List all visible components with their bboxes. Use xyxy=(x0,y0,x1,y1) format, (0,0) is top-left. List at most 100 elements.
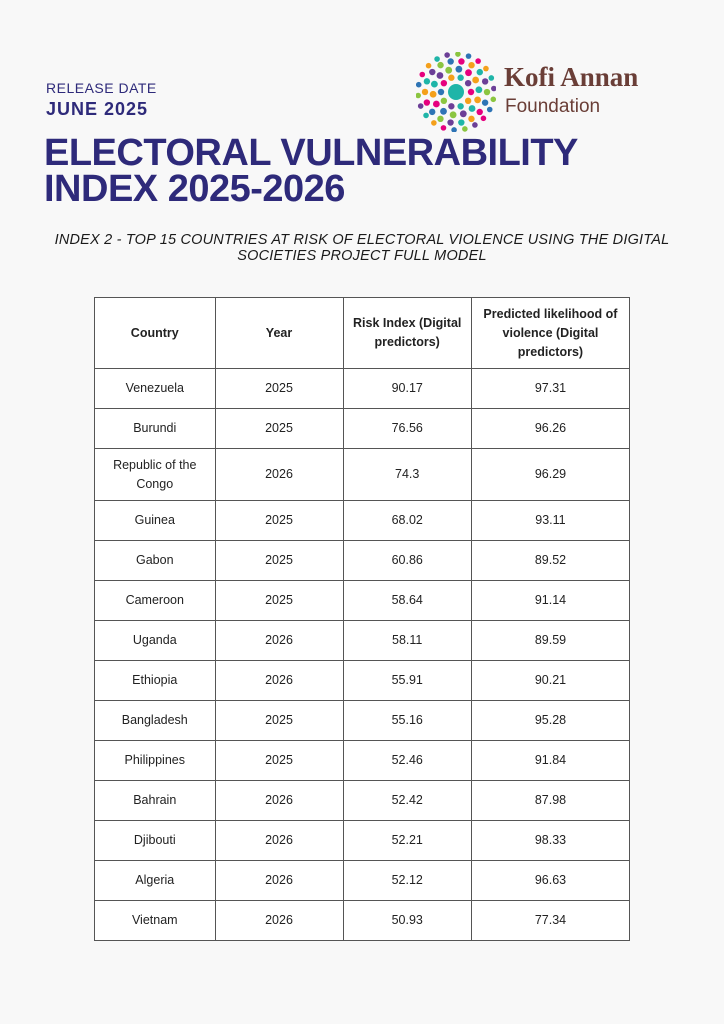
cell-risk-index: 58.11 xyxy=(342,620,472,661)
logo-dot xyxy=(457,103,464,110)
logo-dot xyxy=(449,111,457,119)
logo-dot xyxy=(458,119,465,126)
header-country: Country xyxy=(94,297,216,369)
cell-country: Bangladesh xyxy=(94,700,216,741)
logo-dot xyxy=(475,86,483,94)
logo-dot xyxy=(430,80,438,88)
logo-dot xyxy=(467,88,475,96)
title-line-2: INDEX 2025-2026 xyxy=(44,168,345,210)
cell-year: 2025 xyxy=(214,740,344,781)
logo-dot xyxy=(468,115,475,123)
logo-subtitle: Foundation xyxy=(505,96,601,117)
cell-year: 2026 xyxy=(214,900,344,941)
logo-dot xyxy=(437,61,444,69)
logo-dot xyxy=(448,74,455,81)
cell-risk-index: 52.12 xyxy=(342,860,472,901)
risk-table: Country Year Risk Index (Digital predict… xyxy=(94,297,631,941)
cell-year: 2026 xyxy=(214,780,344,821)
logo-dot xyxy=(488,75,495,81)
cell-country: Algeria xyxy=(94,860,216,901)
title-line-1: ELECTORAL VULNERABILITY xyxy=(44,132,578,174)
cell-likelihood: 90.21 xyxy=(470,660,631,701)
table-row: Gabon 2025 60.86 89.52 xyxy=(94,540,631,581)
cell-year: 2025 xyxy=(214,368,344,409)
cell-risk-index: 68.02 xyxy=(342,500,472,541)
cell-year: 2025 xyxy=(214,500,344,541)
table-row: Cameroon 2025 58.64 91.14 xyxy=(94,580,631,621)
logo-dot xyxy=(476,68,483,76)
logo-dot xyxy=(447,58,454,65)
table-row: Ethiopia 2026 55.91 90.21 xyxy=(94,660,631,701)
logo-dot xyxy=(459,110,467,118)
logo-dot xyxy=(416,92,421,99)
logo-dot xyxy=(476,108,483,116)
header-likelihood: Predicted likelihood of violence (Digita… xyxy=(470,297,631,369)
logo-dot xyxy=(429,68,436,76)
logo-dot xyxy=(486,106,493,113)
cell-likelihood: 89.59 xyxy=(470,620,631,661)
logo-dot xyxy=(423,99,431,106)
cell-year: 2025 xyxy=(214,540,344,581)
logo-dot xyxy=(472,76,480,84)
foundation-logo: Kofi Annan Foundation xyxy=(416,52,676,132)
cell-likelihood: 96.63 xyxy=(470,860,631,901)
logo-dot xyxy=(468,105,476,112)
cell-year: 2026 xyxy=(214,448,344,501)
cell-risk-index: 76.56 xyxy=(342,408,472,449)
header-risk-index: Risk Index (Digital predictors) xyxy=(342,297,472,369)
logo-dot xyxy=(440,125,447,131)
logo-dot xyxy=(437,115,444,123)
logo-dot xyxy=(444,52,450,58)
logo-dot xyxy=(474,96,482,104)
table-row: Vietnam 2026 50.93 77.34 xyxy=(94,900,631,941)
table-row: Bangladesh 2025 55.16 95.28 xyxy=(94,700,631,741)
cell-likelihood: 91.84 xyxy=(470,740,631,781)
cell-likelihood: 97.31 xyxy=(470,368,631,409)
cell-risk-index: 50.93 xyxy=(342,900,472,941)
cell-likelihood: 91.14 xyxy=(470,580,631,621)
logo-dot xyxy=(423,78,431,85)
cell-risk-index: 58.64 xyxy=(342,580,472,621)
cell-likelihood: 98.33 xyxy=(470,820,631,861)
cell-year: 2025 xyxy=(214,580,344,621)
logo-dot xyxy=(416,81,422,88)
table-row: Uganda 2026 58.11 89.59 xyxy=(94,620,631,661)
cell-risk-index: 90.17 xyxy=(342,368,472,409)
logo-dot xyxy=(491,85,496,92)
logo-dot xyxy=(423,112,429,119)
cell-country: Djibouti xyxy=(94,820,216,861)
cell-risk-index: 52.42 xyxy=(342,780,472,821)
logo-dot xyxy=(465,53,472,59)
cell-country: Bahrain xyxy=(94,780,216,821)
cell-likelihood: 96.26 xyxy=(470,408,631,449)
logo-dot xyxy=(462,126,468,132)
cell-country: Philippines xyxy=(94,740,216,781)
cell-country: Burundi xyxy=(94,408,216,449)
cell-likelihood: 93.11 xyxy=(470,500,631,541)
logo-dot xyxy=(432,100,440,108)
logo-dot xyxy=(425,62,432,69)
cell-country: Vietnam xyxy=(94,900,216,941)
table-row: Venezuela 2025 90.17 97.31 xyxy=(94,368,631,409)
release-date-label: RELEASE DATE xyxy=(46,80,157,96)
table-body: Venezuela 2025 90.17 97.31 Burundi 2025 76.56 9… xyxy=(94,368,631,941)
logo-dot xyxy=(434,56,440,62)
cell-year: 2025 xyxy=(214,408,344,449)
logo-dot xyxy=(481,78,489,85)
page-title: ELECTORAL VULNERABILITY INDEX 2025-2026 xyxy=(44,132,604,210)
logo-dot xyxy=(465,69,472,77)
logo-name: Kofi Annan xyxy=(504,62,639,92)
cell-country: Ethiopia xyxy=(94,660,216,701)
logo-dot xyxy=(472,122,478,128)
cell-risk-index: 52.46 xyxy=(342,740,472,781)
table-subtitle: INDEX 2 - TOP 15 COUNTRIES AT RISK OF EL… xyxy=(54,232,670,264)
logo-dot xyxy=(445,66,453,74)
logo-dot xyxy=(429,90,437,98)
cell-likelihood: 77.34 xyxy=(470,900,631,941)
cell-country: Guinea xyxy=(94,500,216,541)
cell-risk-index: 74.3 xyxy=(342,448,472,501)
cell-year: 2026 xyxy=(214,860,344,901)
release-date: JUNE 2025 xyxy=(46,99,149,119)
logo-dot xyxy=(483,65,489,72)
cell-likelihood: 89.52 xyxy=(470,540,631,581)
